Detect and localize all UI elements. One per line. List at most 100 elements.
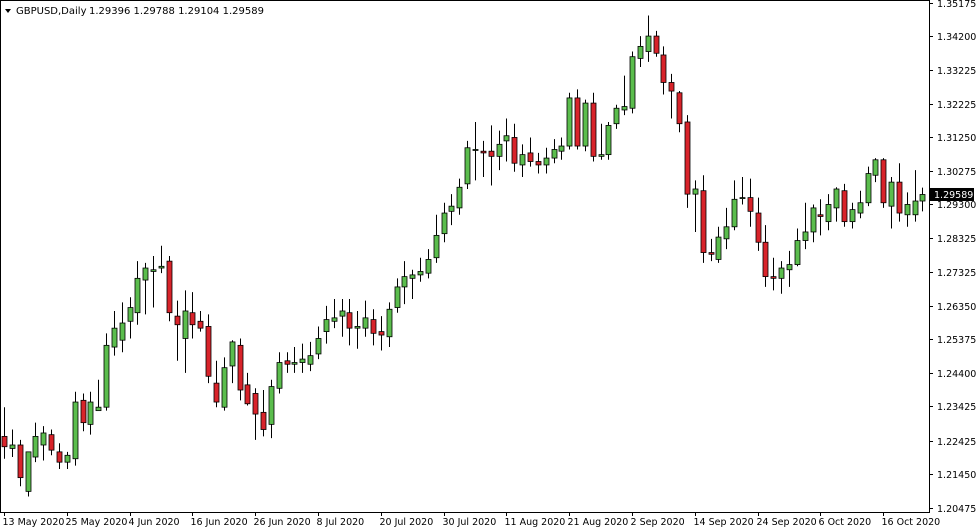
- candle: [291, 347, 298, 373]
- price-axis-label: 1.29300: [937, 200, 976, 211]
- candle: [339, 298, 346, 337]
- candle-body-bullish: [872, 159, 879, 176]
- price-axis-label: 1.26350: [937, 302, 976, 313]
- candle: [825, 194, 832, 231]
- time-axis[interactable]: 13 May 2020 25 May 2020 4 Jun 2020 16 Jun 2…: [3, 512, 941, 528]
- candle-body-bullish: [386, 308, 393, 338]
- candle-body-bearish: [346, 312, 353, 329]
- candle: [778, 261, 785, 294]
- candle-body-bullish: [496, 143, 503, 157]
- candle: [456, 178, 463, 215]
- candle-body-bullish: [229, 341, 236, 367]
- candle-body-bullish: [425, 259, 432, 274]
- candle: [817, 199, 824, 236]
- candle: [229, 340, 236, 384]
- candle: [857, 190, 864, 219]
- candle: [551, 139, 558, 164]
- candle-body-bearish: [370, 319, 377, 334]
- candle: [1, 407, 8, 459]
- candle-body-bearish: [237, 344, 244, 391]
- time-axis-label: 16 Oct 2020: [882, 517, 941, 528]
- candle: [488, 125, 495, 186]
- candle-body-bullish: [464, 147, 471, 185]
- candle: [260, 390, 267, 437]
- candle-body-bearish: [197, 320, 204, 329]
- candle-body-bullish: [912, 200, 919, 216]
- candle-body-bullish: [621, 106, 628, 111]
- candle-body-bullish: [433, 234, 440, 259]
- candle-body-bullish: [417, 271, 424, 276]
- candle: [307, 341, 314, 372]
- candle-body-bullish: [865, 173, 872, 204]
- candle: [182, 290, 189, 373]
- candle-body-bearish: [747, 197, 754, 212]
- candle: [739, 176, 746, 205]
- candle-body-bearish: [378, 331, 385, 336]
- candle-body-bullish: [731, 198, 738, 228]
- candle-body-bullish: [605, 125, 612, 156]
- current-price-tag-background: [930, 187, 974, 201]
- candle-body-bearish: [755, 212, 762, 243]
- candle-body-bullish: [629, 56, 636, 109]
- candle-body-bearish: [700, 190, 707, 253]
- candle-body-bullish: [645, 35, 652, 52]
- candle: [386, 302, 393, 348]
- candle: [833, 187, 840, 222]
- candle-body-bullish: [315, 338, 322, 355]
- candle-body-bullish: [904, 204, 911, 216]
- candle-body-bullish: [111, 327, 118, 348]
- candle: [496, 130, 503, 171]
- candle: [472, 121, 479, 181]
- candle: [605, 121, 612, 160]
- price-axis-label: 1.22425: [937, 437, 976, 448]
- candle: [425, 249, 432, 279]
- candle: [566, 92, 573, 150]
- candle-body-bullish: [221, 367, 228, 408]
- candle-body-bullish: [519, 154, 526, 166]
- price-axis[interactable]: 1.35175 1.34200 1.33225 1.32225 1.31250 1.302…: [929, 0, 976, 515]
- candle-body-bearish: [480, 150, 487, 154]
- candle-body-bullish: [127, 307, 134, 322]
- candle: [841, 183, 848, 227]
- candle: [794, 228, 801, 267]
- candle-body-bullish: [307, 355, 314, 365]
- candle-body-bullish: [825, 204, 832, 223]
- candle: [213, 360, 220, 408]
- candle-body-bearish: [48, 434, 55, 451]
- candle: [637, 36, 644, 68]
- candle-body-bullish: [919, 194, 926, 202]
- time-axis-label: 13 May 2020: [3, 517, 65, 528]
- dropdown-triangle-icon[interactable]: [5, 9, 11, 13]
- current-price-value: 1.29589: [934, 190, 973, 201]
- price-axis-label: 1.31250: [937, 133, 976, 144]
- candle-body-bullish: [182, 310, 189, 339]
- candle: [244, 372, 251, 406]
- candle-body-bullish: [637, 45, 644, 59]
- candle-body-bullish: [503, 135, 510, 142]
- candle-body-bullish: [786, 264, 793, 271]
- candle-body-bullish: [692, 188, 699, 195]
- candle: [103, 333, 110, 411]
- candle: [409, 269, 416, 299]
- candle-body-bullish: [833, 188, 840, 209]
- candle: [134, 261, 141, 325]
- candle: [87, 391, 94, 435]
- candle: [56, 443, 63, 470]
- candle-body-bullish: [103, 344, 110, 408]
- candle: [535, 152, 542, 174]
- candle: [731, 180, 738, 231]
- time-axis-label: 20 Jul 2020: [380, 517, 434, 528]
- candle-body-bullish: [142, 267, 149, 281]
- candle-body-bullish: [72, 401, 79, 460]
- candle: [189, 292, 196, 339]
- candle-body-bearish: [590, 102, 597, 157]
- candle-body-bullish: [566, 97, 573, 147]
- candle-body-bullish: [778, 267, 785, 279]
- candle-body-bearish: [284, 360, 291, 365]
- candle-body-bearish: [762, 241, 769, 278]
- price-axis-label: 1.34200: [937, 32, 976, 43]
- candle: [676, 91, 683, 133]
- time-axis-label: 26 Jun 2020: [254, 517, 311, 528]
- price-axis-label: 1.35175: [937, 0, 976, 10]
